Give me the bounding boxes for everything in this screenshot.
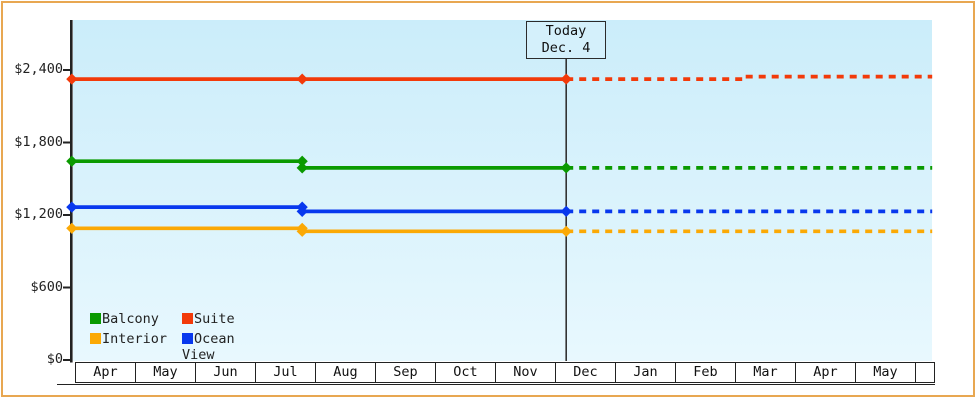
- legend-item-interior: Interior: [90, 331, 182, 347]
- plot-area-background: [73, 20, 932, 361]
- legend-row: Balcony Suite: [90, 311, 274, 331]
- series-interior-marker: [66, 222, 78, 234]
- legend-item-ocean-view: Ocean View: [182, 331, 274, 363]
- month-cell-apr-12: Apr: [795, 361, 856, 383]
- today-label: Today: [545, 23, 587, 39]
- today-annotation-box: Today Dec. 4: [526, 21, 606, 59]
- month-cell-feb-10: Feb: [675, 361, 736, 383]
- month-cell-jan-9: Jan: [615, 361, 676, 383]
- legend-item-suite: Suite: [182, 311, 274, 327]
- legend-label-interior: Interior: [102, 331, 168, 347]
- y-axis-tick-label: $600: [30, 278, 63, 295]
- legend-swatch-ocean-view: [182, 333, 193, 344]
- month-cell-apr-0: Apr: [75, 361, 136, 383]
- legend-item-balcony: Balcony: [90, 311, 182, 327]
- series-interior-marker: [560, 225, 572, 237]
- month-cell-sep-5: Sep: [375, 361, 436, 383]
- series-suite-marker: [296, 73, 308, 85]
- month-cell-may-1: May: [135, 361, 196, 383]
- legend-label-suite: Suite: [194, 311, 235, 327]
- legend-swatch-balcony: [90, 313, 101, 324]
- legend-row: Interior Ocean View: [90, 331, 274, 363]
- series-ocean-view-marker: [296, 205, 308, 217]
- month-cell-jul-3: Jul: [255, 361, 316, 383]
- series-balcony-marker: [66, 155, 78, 167]
- month-cell-partial: [915, 361, 935, 383]
- x-axis-bottom-rule: [57, 383, 935, 386]
- series-balcony-marker: [296, 155, 308, 167]
- series-ocean-view-marker: [66, 201, 78, 213]
- series-balcony-marker: [560, 162, 572, 174]
- month-cell-jun-2: Jun: [195, 361, 256, 383]
- series-ocean-view-marker: [560, 205, 572, 217]
- series-suite-marker: [560, 73, 572, 85]
- month-cell-mar-11: Mar: [735, 361, 796, 383]
- series-suite-marker: [66, 73, 78, 85]
- y-axis-tick-label: $1,200: [14, 206, 63, 222]
- y-axis-tick-label: $2,400: [14, 61, 63, 77]
- month-cell-may-13: May: [855, 361, 916, 383]
- legend-label-ocean-view: Ocean View: [182, 331, 235, 363]
- series-suite-projected-line: [566, 74, 933, 81]
- today-date-label: Dec. 4: [541, 40, 591, 56]
- month-cell-oct-6: Oct: [435, 361, 496, 383]
- legend-swatch-interior: [90, 333, 101, 344]
- series-interior-marker: [296, 225, 308, 237]
- month-cell-aug-4: Aug: [315, 361, 376, 383]
- month-cell-dec-8: Dec: [555, 361, 616, 383]
- y-axis-tick-label: $1,800: [14, 133, 63, 150]
- legend-swatch-suite: [182, 313, 193, 324]
- y-axis-tick-label: $0: [46, 351, 63, 367]
- legend-label-balcony: Balcony: [102, 311, 159, 327]
- legend: Balcony Suite Interior Ocean View: [90, 311, 274, 363]
- month-cell-nov-7: Nov: [495, 361, 556, 383]
- series-balcony-marker: [296, 162, 308, 174]
